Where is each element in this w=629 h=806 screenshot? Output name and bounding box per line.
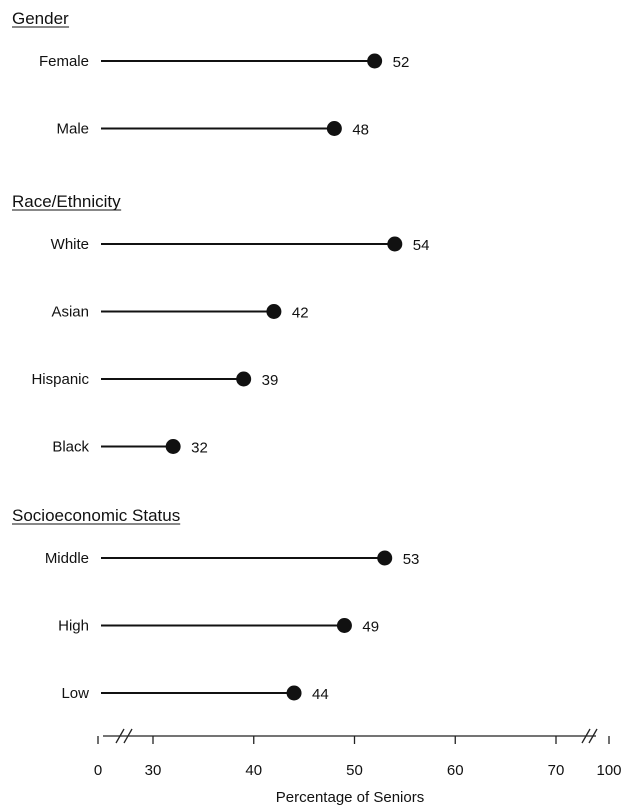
- data-point: [367, 53, 383, 69]
- data-row: Asian 42: [51, 304, 308, 322]
- value-label: 49: [362, 619, 379, 636]
- category-label: Black: [52, 439, 89, 456]
- group-title: Race/Ethnicity: [12, 192, 121, 211]
- x-axis: 0 30 40 50 60 70 100 Percentage of Seniors: [94, 728, 622, 806]
- axis-break-mark: [581, 728, 591, 744]
- value-label: 42: [292, 305, 309, 322]
- x-tick-label: 70: [548, 762, 565, 779]
- x-tick-label: 100: [596, 762, 621, 779]
- value-label: 48: [352, 122, 369, 139]
- data-row: Hispanic 39: [31, 371, 278, 389]
- data-point: [165, 439, 181, 454]
- data-row: Middle 53: [45, 550, 420, 568]
- category-label: Asian: [51, 304, 89, 321]
- x-tick-label: 30: [145, 762, 162, 779]
- data-point: [236, 371, 252, 387]
- x-tick-label: 60: [447, 762, 464, 779]
- category-label: Female: [39, 53, 89, 70]
- value-label: 32: [191, 440, 208, 457]
- data-row: Female 52: [39, 53, 409, 71]
- x-tick-label: 40: [245, 762, 262, 779]
- axis-break-mark: [123, 728, 133, 744]
- value-label: 54: [413, 237, 430, 254]
- data-row: Male 48: [56, 121, 369, 139]
- data-row: Low 44: [61, 685, 328, 703]
- value-label: 53: [403, 551, 420, 568]
- group-1: Race/Ethnicity White 54 Asian 42 Hispanic 39 Bl…: [12, 192, 429, 457]
- data-point: [387, 236, 403, 252]
- category-label: Low: [61, 685, 89, 702]
- group-0: Gender Female 52 Male 48: [12, 9, 409, 139]
- data-point: [266, 304, 282, 319]
- data-row: High 49: [58, 618, 379, 636]
- data-row: White 54: [51, 236, 430, 254]
- data-row: Black 32: [52, 439, 208, 457]
- data-point: [336, 618, 352, 633]
- groups-layer: Gender Female 52 Male 48 Race/Ethnicity White 5…: [12, 9, 429, 703]
- group-title: Socioeconomic Status: [12, 506, 180, 525]
- axis-break-mark: [115, 728, 125, 744]
- group-title: Gender: [12, 9, 69, 28]
- data-point: [377, 550, 393, 566]
- value-label: 44: [312, 686, 329, 703]
- x-tick-label: 50: [346, 762, 363, 779]
- value-label: 52: [393, 54, 410, 71]
- data-point: [286, 685, 302, 701]
- category-label: White: [51, 236, 89, 253]
- category-label: Middle: [45, 550, 89, 567]
- category-label: Male: [56, 121, 89, 138]
- x-axis-title: Percentage of Seniors: [276, 789, 424, 806]
- value-label: 39: [262, 372, 279, 389]
- category-label: High: [58, 618, 89, 635]
- axis-break-mark: [588, 728, 598, 744]
- category-label: Hispanic: [31, 371, 89, 388]
- x-tick-label: 0: [94, 762, 102, 779]
- data-point: [326, 121, 342, 136]
- group-2: Socioeconomic Status Middle 53 High 49 Low 44: [12, 506, 419, 703]
